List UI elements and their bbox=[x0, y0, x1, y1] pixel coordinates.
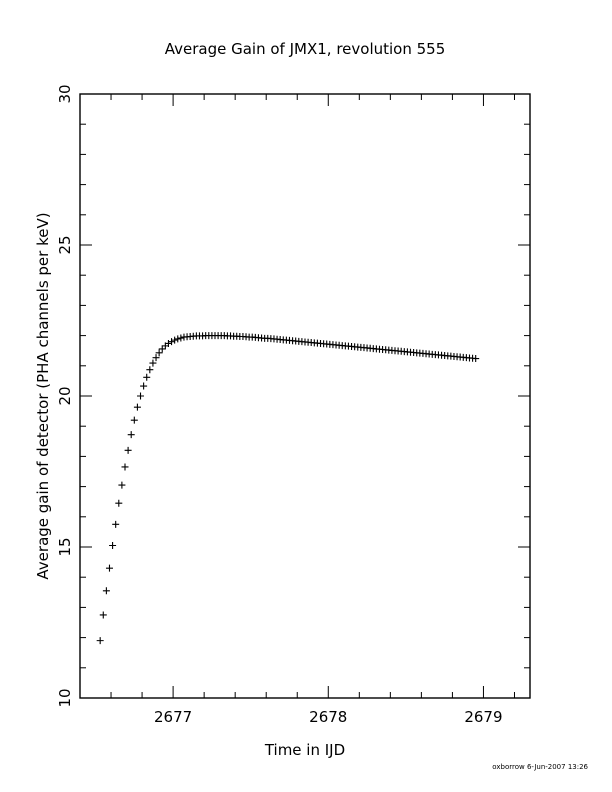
data-point bbox=[171, 336, 179, 344]
x-tick-labels: 2677 2678 2679 bbox=[154, 708, 503, 726]
data-point bbox=[124, 446, 132, 454]
y-tick-label: 10 bbox=[56, 688, 74, 707]
data-point bbox=[130, 416, 138, 424]
data-point bbox=[105, 564, 113, 572]
y-tick-label: 20 bbox=[56, 386, 74, 405]
credit-stamp: oxborrow 6-Jun-2007 13:26 bbox=[492, 763, 588, 771]
x-tick-label: 2679 bbox=[464, 708, 502, 726]
data-point bbox=[158, 345, 166, 353]
data-point bbox=[140, 382, 148, 390]
y-tick-label: 25 bbox=[56, 235, 74, 254]
data-series bbox=[96, 332, 480, 645]
chart-title: Average Gain of JMX1, revolution 555 bbox=[165, 40, 446, 58]
y-axis-label: Average gain of detector (PHA channels p… bbox=[34, 212, 52, 579]
data-point bbox=[109, 541, 117, 549]
data-point bbox=[102, 587, 110, 595]
y-tick-label: 30 bbox=[56, 84, 74, 103]
data-point bbox=[118, 481, 126, 489]
data-point bbox=[99, 611, 107, 619]
data-point bbox=[121, 463, 129, 471]
data-point bbox=[177, 334, 185, 342]
data-point bbox=[143, 373, 151, 381]
data-point bbox=[127, 431, 135, 439]
data-point bbox=[112, 520, 120, 528]
x-tick-label: 2677 bbox=[154, 708, 192, 726]
data-point bbox=[133, 403, 141, 411]
data-point bbox=[149, 359, 157, 367]
data-point bbox=[472, 355, 480, 363]
data-point bbox=[96, 637, 104, 645]
data-point bbox=[168, 338, 176, 346]
data-point bbox=[137, 392, 145, 400]
axis-ticks bbox=[79, 93, 530, 699]
y-tick-label: 15 bbox=[56, 537, 74, 556]
data-point bbox=[146, 366, 154, 374]
y-tick-labels: 10 15 20 25 30 bbox=[56, 84, 74, 707]
data-point bbox=[115, 499, 123, 507]
data-point bbox=[155, 349, 163, 357]
x-axis-label: Time in IJD bbox=[264, 741, 345, 759]
plot-frame bbox=[79, 93, 531, 699]
x-tick-label: 2678 bbox=[309, 708, 347, 726]
data-point bbox=[152, 354, 160, 362]
data-point bbox=[174, 335, 182, 343]
